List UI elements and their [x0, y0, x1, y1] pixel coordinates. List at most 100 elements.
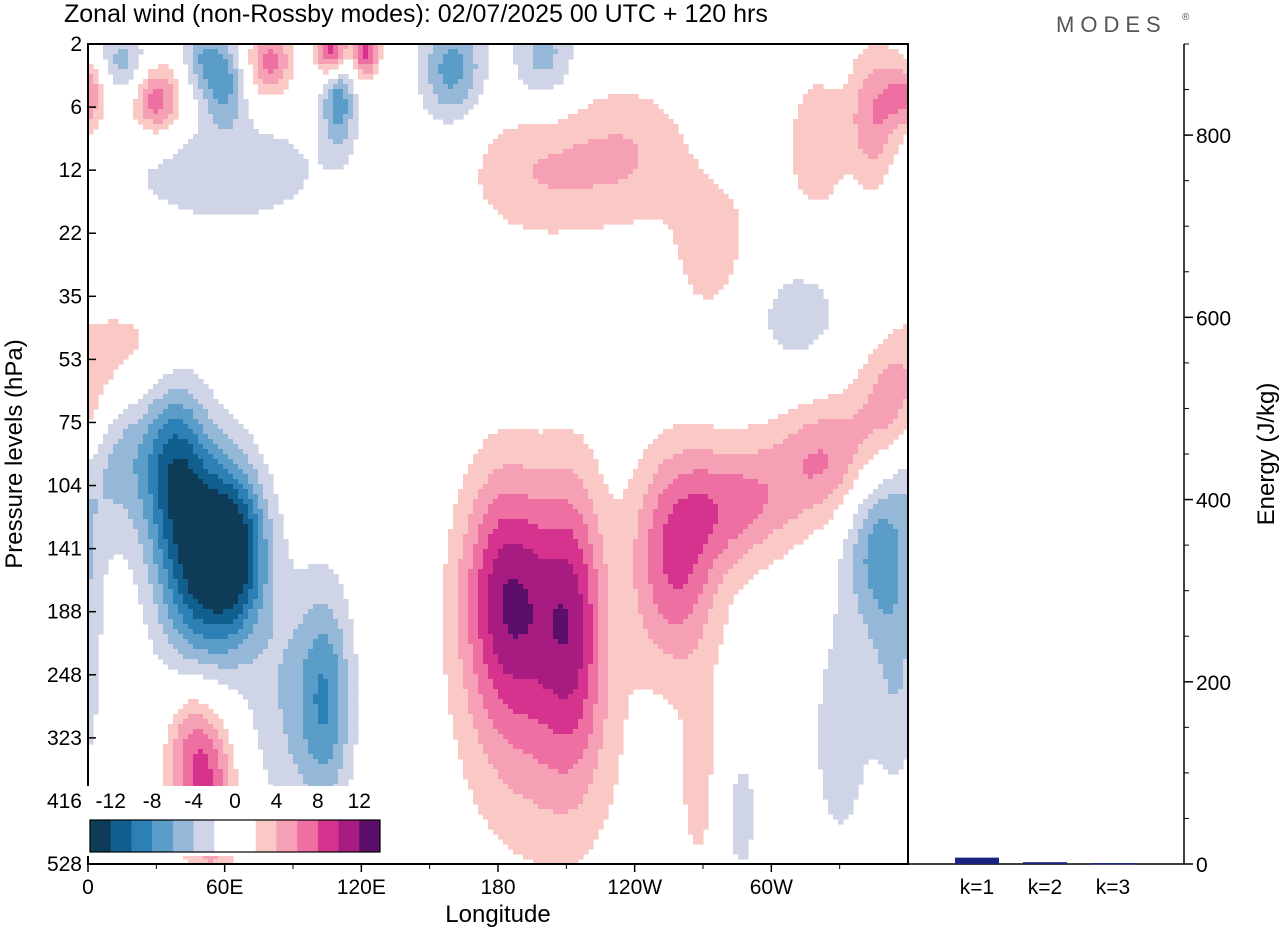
heatmap-cell — [198, 474, 219, 480]
heatmap-cell — [593, 644, 599, 650]
heatmap-cell — [888, 364, 904, 370]
heatmap-cell — [273, 544, 289, 550]
heatmap-cell — [213, 744, 224, 750]
heatmap-cell — [708, 569, 729, 575]
heatmap-cell — [248, 489, 254, 495]
heatmap-cell — [483, 564, 494, 570]
heatmap-cell — [808, 194, 829, 200]
heatmap-cell — [233, 474, 249, 480]
heatmap-cell — [588, 739, 604, 745]
heatmap-cell — [303, 734, 339, 740]
heatmap-cell — [303, 674, 319, 680]
heatmap-cell — [568, 114, 669, 120]
heatmap-cell — [673, 509, 719, 515]
heatmap-cell — [593, 559, 604, 565]
heatmap-cell — [853, 114, 874, 120]
heatmap-cell — [873, 529, 899, 535]
heatmap-cell — [248, 474, 259, 480]
heatmap-cell — [163, 529, 174, 535]
heatmap-cell — [198, 599, 239, 605]
heatmap-cell — [238, 84, 244, 90]
heatmap-cell — [158, 469, 169, 475]
heatmap-cell — [138, 594, 154, 600]
heatmap-cell — [418, 79, 429, 85]
heatmap-cell — [203, 64, 229, 70]
heatmap-cell — [483, 484, 584, 490]
heatmap-cell — [318, 49, 324, 55]
heatmap-cell — [193, 69, 204, 75]
heatmap-cell — [258, 729, 284, 735]
heatmap-cell — [303, 714, 319, 720]
heatmap-cell — [463, 484, 484, 490]
heatmap-cell — [843, 539, 859, 545]
heatmap-cell — [593, 649, 599, 655]
heatmap-cell — [313, 49, 319, 55]
heatmap-cell — [113, 449, 139, 455]
heatmap-cell — [443, 579, 459, 585]
heatmap-cell — [438, 64, 464, 70]
heatmap-cell — [738, 559, 774, 565]
heatmap-cell — [133, 109, 144, 115]
colorbar-swatch — [338, 820, 360, 852]
heatmap-cell — [483, 694, 499, 700]
heatmap-cell — [483, 639, 494, 645]
heatmap-cell — [233, 499, 244, 505]
heatmap-cell — [238, 74, 244, 80]
heatmap-cell — [608, 684, 714, 690]
heatmap-cell — [828, 494, 844, 500]
heatmap-cell — [168, 734, 179, 740]
heatmap-cell — [463, 534, 479, 540]
heatmap-cell — [458, 744, 484, 750]
heatmap-cell — [683, 744, 714, 750]
colorbar-swatch — [131, 820, 153, 852]
heatmap-cell — [463, 99, 479, 105]
heatmap-cell — [283, 49, 294, 55]
heatmap-cell — [328, 689, 339, 695]
heatmap-cell — [293, 634, 319, 640]
heatmap-cell — [188, 699, 199, 705]
heatmap-cell — [863, 524, 874, 530]
heatmap-cell — [458, 494, 479, 500]
heatmap-cell — [348, 724, 359, 730]
heatmap-cell — [133, 579, 149, 585]
heatmap-cell — [88, 599, 104, 605]
heatmap-cell — [288, 734, 304, 740]
heatmap-cell — [533, 59, 554, 65]
heatmap-cell — [88, 554, 94, 560]
heatmap-cell — [703, 624, 724, 630]
heatmap-cell — [328, 44, 334, 50]
heatmap-cell — [333, 99, 349, 105]
heatmap-cell — [788, 434, 869, 440]
heatmap-cell — [718, 509, 764, 515]
heatmap-cell — [598, 529, 639, 535]
heatmap-cell — [853, 59, 909, 65]
heatmap-cell — [93, 569, 109, 575]
heatmap-cell — [728, 569, 759, 575]
heatmap-cell — [173, 624, 189, 630]
heatmap-cell — [203, 404, 224, 410]
heatmap-cell — [798, 114, 854, 120]
heatmap-cell — [673, 239, 739, 245]
heatmap-cell — [723, 549, 749, 555]
heatmap-cell — [158, 194, 294, 200]
heatmap-cell — [338, 779, 349, 785]
heatmap-cell — [88, 79, 94, 85]
heatmap-cell — [348, 134, 359, 140]
heatmap-cell — [688, 494, 709, 500]
heatmap-cell — [498, 524, 539, 530]
heatmap-cell — [468, 529, 479, 535]
heatmap-cell — [508, 739, 589, 745]
heatmap-cell — [323, 114, 334, 120]
heatmap-cell — [638, 159, 699, 165]
heatmap-cell — [238, 109, 249, 115]
heatmap-cell — [608, 639, 654, 645]
heatmap-cell — [218, 764, 229, 770]
heatmap-cell — [598, 664, 609, 670]
heatmap-cell — [328, 79, 339, 85]
heatmap-cell — [583, 634, 594, 640]
heatmap-cell — [163, 779, 174, 785]
heatmap-cell — [713, 604, 729, 610]
heatmap-cell — [588, 669, 599, 675]
heatmap-cell — [868, 154, 879, 160]
heatmap-cell — [173, 564, 184, 570]
